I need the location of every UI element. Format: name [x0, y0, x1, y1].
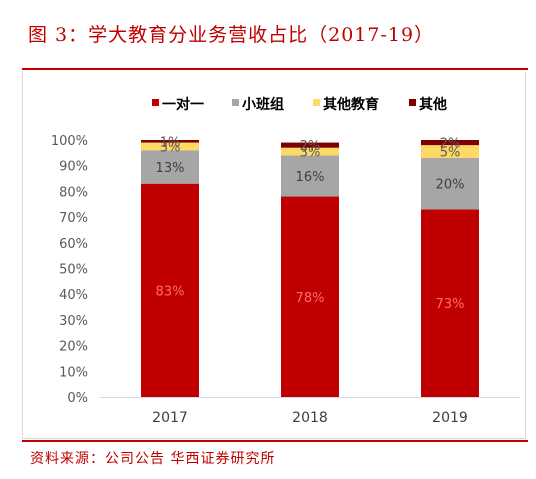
legend-swatch-2: [313, 99, 320, 106]
bar-segment-2017-0: [141, 183, 199, 397]
legend-swatch-1: [232, 99, 239, 106]
bar-segment-2017-2: [141, 142, 199, 151]
data-label: 16%: [296, 170, 325, 185]
bar-segment-2017-1: [141, 150, 199, 184]
data-label: 20%: [436, 178, 465, 193]
source-note: 资料来源：公司公告 华西证券研究所: [30, 451, 276, 467]
y-tick-label: 30%: [59, 314, 88, 329]
bar-segment-2019-3: [421, 140, 479, 146]
y-tick-label: 0%: [67, 391, 88, 406]
bar-segment-2019-2: [421, 145, 479, 158]
source-rule: [22, 440, 528, 442]
data-label: 73%: [436, 297, 465, 312]
x-tick-label: 2017: [152, 410, 188, 426]
x-tick-label: 2018: [292, 410, 328, 426]
y-tick-label: 60%: [59, 237, 88, 252]
data-label: 83%: [156, 284, 185, 299]
bar-segment-2018-2: [281, 147, 339, 156]
y-tick-label: 50%: [59, 263, 88, 278]
x-tick-label: 2019: [432, 410, 468, 426]
data-label: 5%: [440, 146, 461, 161]
bar-segment-2017-3: [141, 140, 199, 143]
y-tick-label: 40%: [59, 288, 88, 303]
title-rule: [22, 68, 528, 70]
y-tick-label: 20%: [59, 340, 88, 355]
data-label: 78%: [296, 291, 325, 306]
y-tick-label: 90%: [59, 160, 88, 175]
legend-swatch-0: [152, 99, 159, 106]
chart-frame: [22, 71, 526, 439]
bar-segment-2019-0: [421, 209, 479, 397]
data-label: 13%: [156, 161, 185, 176]
legend-label-2: 其他教育: [323, 96, 379, 113]
data-label: 2%: [300, 139, 321, 154]
data-label: 2%: [440, 137, 461, 152]
data-label: 3%: [300, 146, 321, 161]
y-tick-label: 80%: [59, 185, 88, 200]
legend-label-0: 一对一: [162, 96, 204, 113]
figure-title: 图 3：学大教育分业务营收占比（2017-19）: [28, 24, 435, 46]
legend-label-3: 其他: [419, 96, 447, 113]
y-tick-label: 100%: [51, 134, 88, 149]
bar-segment-2019-1: [421, 157, 479, 210]
legend-swatch-3: [409, 99, 416, 106]
y-tick-label: 70%: [59, 211, 88, 226]
data-label: 1%: [160, 135, 181, 150]
bar-segment-2018-0: [281, 196, 339, 397]
bar-segment-2018-3: [281, 142, 339, 148]
y-tick-label: 10%: [59, 365, 88, 380]
data-label: 3%: [160, 140, 181, 155]
bar-segment-2018-1: [281, 155, 339, 197]
legend-label-1: 小班组: [242, 96, 284, 113]
